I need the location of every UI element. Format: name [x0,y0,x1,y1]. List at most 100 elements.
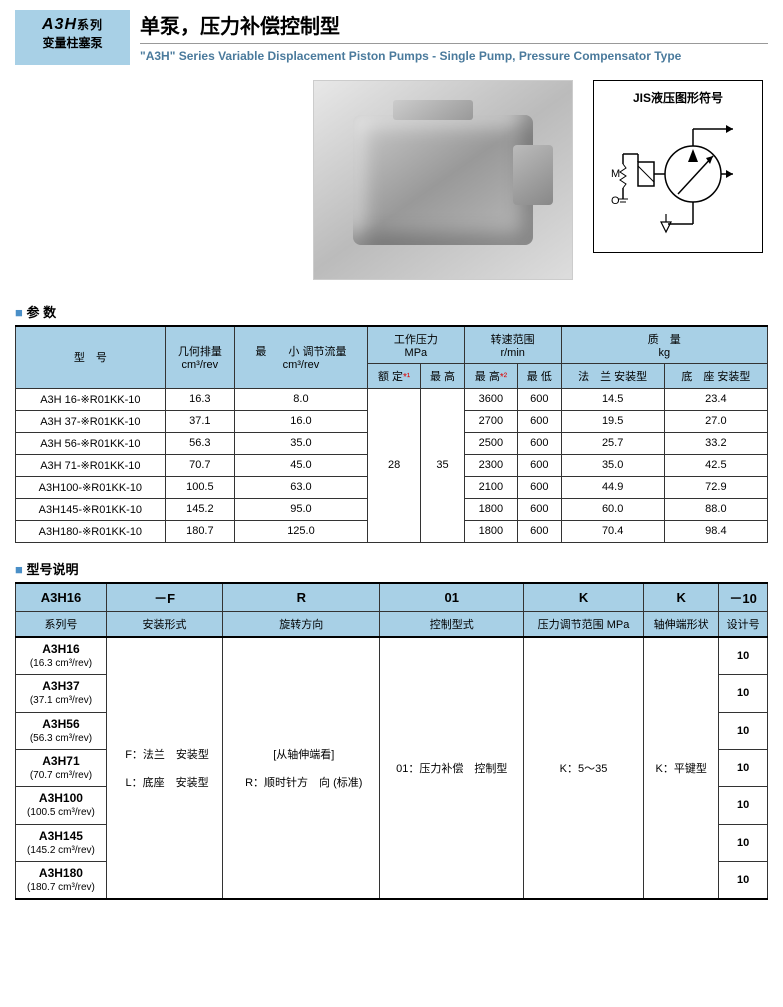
cell-foot: 23.4 [664,388,767,410]
cell-flange: 25.7 [561,432,664,454]
pressure-range-cell: K：5～35 [524,637,644,900]
col-foot: 底 座 安装型 [664,363,767,388]
cell-smin: 600 [518,454,561,476]
cell-disp: 145.2 [165,498,234,520]
cell-disp: 100.5 [165,476,234,498]
cell-model: A3H 16-※R01KK-10 [16,388,166,410]
cell-minf: 8.0 [234,388,367,410]
cell-minf: 95.0 [234,498,367,520]
cell-model: A3H180-※R01KK-10 [16,520,166,542]
cell-foot: 42.5 [664,454,767,476]
cell-model: A3H 37-※R01KK-10 [16,410,166,432]
cell-rated-pressure: 28 [367,388,420,542]
cell-smax: 1800 [464,498,517,520]
cell-max-pressure: 35 [421,388,464,542]
col-max-pressure: 最 高 [421,363,464,388]
cell-smax: 2500 [464,432,517,454]
model-label-cell: 压力调节范围 MPa [524,611,644,637]
model-code-cell: K [643,583,718,612]
cell-smax: 2100 [464,476,517,498]
design-cell: 10 [719,675,768,712]
design-cell: 10 [719,824,768,861]
design-cell: 10 [719,712,768,749]
design-cell: 10 [719,749,768,786]
cell-model: A3H100-※R01KK-10 [16,476,166,498]
jis-title: JIS液压图形符号 [602,89,754,106]
model-code-cell: 01 [380,583,524,612]
pump-photo [313,80,573,280]
cell-foot: 88.0 [664,498,767,520]
col-speed: 转速范围r/min [464,326,561,364]
cell-flange: 19.5 [561,410,664,432]
series-cell: A3H37(37.1 cm³/rev) [16,675,107,712]
model-label-cell: 控制型式 [380,611,524,637]
col-min-speed: 最 低 [518,363,561,388]
series-cell: A3H71(70.7 cm³/rev) [16,749,107,786]
series-cell: A3H56(56.3 cm³/rev) [16,712,107,749]
cell-foot: 72.9 [664,476,767,498]
model-table: A3H16－FR01KK－10 系列号安装形式旋转方向控制型式压力调节范围 MP… [15,582,768,901]
logo-series: A3H [42,16,77,33]
cell-flange: 70.4 [561,520,664,542]
cell-disp: 180.7 [165,520,234,542]
cell-flange: 44.9 [561,476,664,498]
series-cell: A3H145(145.2 cm³/rev) [16,824,107,861]
cell-flange: 60.0 [561,498,664,520]
cell-disp: 56.3 [165,432,234,454]
cell-smin: 600 [518,498,561,520]
cell-disp: 16.3 [165,388,234,410]
model-label-cell: 轴伸端形状 [643,611,718,637]
model-code-cell: K [524,583,644,612]
cell-minf: 125.0 [234,520,367,542]
model-label-cell: 旋转方向 [223,611,380,637]
model-code-cell: －F [106,583,222,612]
cell-model: A3H 71-※R01KK-10 [16,454,166,476]
cell-flange: 14.5 [561,388,664,410]
model-code-cell: －10 [719,583,768,612]
params-table: 型 号 几何排量cm³/rev 最 小 调节流量cm³/rev 工作压力MPa … [15,325,768,543]
imagery-row: JIS液压图形符号 M O [0,70,783,290]
title-block: 单泵，压力补偿控制型 "A3H" Series Variable Displac… [140,10,768,65]
cell-smin: 600 [518,432,561,454]
shaft-cell: K：平键型 [643,637,718,900]
series-cell: A3H100(100.5 cm³/rev) [16,787,107,824]
col-pressure: 工作压力MPa [367,326,464,364]
series-cell: A3H180(180.7 cm³/rev) [16,862,107,900]
cell-smax: 2700 [464,410,517,432]
model-label-cell: 系列号 [16,611,107,637]
cell-smin: 600 [518,520,561,542]
cell-minf: 63.0 [234,476,367,498]
title-chinese: 单泵，压力补偿控制型 [140,10,768,44]
model-code-cell: A3H16 [16,583,107,612]
cell-minf: 35.0 [234,432,367,454]
cell-smin: 600 [518,388,561,410]
col-flange: 法 兰 安装型 [561,363,664,388]
cell-smin: 600 [518,410,561,432]
cell-foot: 33.2 [664,432,767,454]
svg-text:O: O [611,195,620,207]
cell-smax: 1800 [464,520,517,542]
col-mass: 质 量kg [561,326,767,364]
title-english: "A3H" Series Variable Displacement Pisto… [140,48,768,65]
col-displacement: 几何排量cm³/rev [165,326,234,389]
cell-disp: 70.7 [165,454,234,476]
svg-text:M: M [611,168,620,180]
model-code-cell: R [223,583,380,612]
cell-foot: 98.4 [664,520,767,542]
col-max-speed: 最 高*² [464,363,517,388]
params-section: ■ 参 数 型 号 几何排量cm³/rev 最 小 调节流量cm³/rev 工作… [0,290,783,547]
series-cell: A3H16(16.3 cm³/rev) [16,637,107,675]
model-label-cell: 设计号 [719,611,768,637]
col-min-flow: 最 小 调节流量cm³/rev [234,326,367,389]
design-cell: 10 [719,862,768,900]
design-cell: 10 [719,637,768,675]
col-rated: 额 定*¹ [367,363,420,388]
col-model: 型 号 [16,326,166,389]
jis-symbol-box: JIS液压图形符号 M O [593,80,763,253]
logo-suffix: 系列 [77,18,103,32]
cell-model: A3H 56-※R01KK-10 [16,432,166,454]
cell-smax: 2300 [464,454,517,476]
control-cell: 01：压力补偿 控制型 [380,637,524,900]
pump-body-illustration [353,115,533,245]
rotation-cell: [从轴伸端看] R：顺时针方 向 (标准) [223,637,380,900]
